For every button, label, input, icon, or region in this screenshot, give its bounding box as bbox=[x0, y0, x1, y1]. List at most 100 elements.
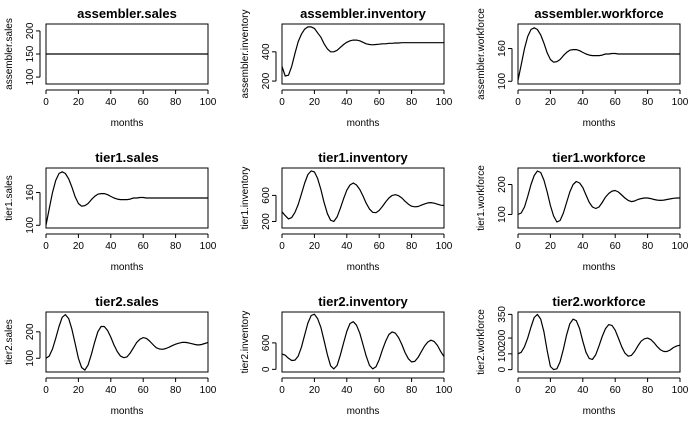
y-tick-label: 200 bbox=[25, 22, 36, 39]
y-tick-label: 350 bbox=[497, 306, 508, 323]
y-tick-label: 100 bbox=[25, 216, 36, 233]
x-axis-label: months bbox=[347, 406, 380, 417]
x-tick-label: 60 bbox=[374, 241, 386, 252]
x-tick-label: 80 bbox=[406, 385, 418, 396]
x-tick-label: 80 bbox=[406, 97, 418, 108]
x-tick-label: 60 bbox=[610, 241, 622, 252]
series-line-tier2-sales bbox=[45, 314, 209, 371]
chart-title: assembler.workforce bbox=[534, 6, 663, 21]
x-tick-label: 100 bbox=[672, 385, 689, 396]
x-tick-label: 20 bbox=[73, 241, 85, 252]
x-tick-label: 100 bbox=[200, 241, 217, 252]
y-tick-label: 0 bbox=[497, 366, 508, 372]
x-axis-label: months bbox=[583, 406, 616, 417]
x-tick-label: 0 bbox=[279, 97, 285, 108]
chart-title: tier1.sales bbox=[95, 150, 159, 165]
x-tick-label: 60 bbox=[138, 241, 150, 252]
x-tick-label: 0 bbox=[515, 241, 521, 252]
y-tick-label: 600 bbox=[261, 187, 272, 204]
plot-frame bbox=[517, 311, 681, 373]
series-line-assembler-inventory bbox=[281, 26, 444, 77]
x-tick-label: 20 bbox=[309, 97, 321, 108]
y-tick-label: 100 bbox=[497, 72, 508, 89]
series-line-tier2-inventory bbox=[281, 313, 445, 370]
x-tick-label: 40 bbox=[105, 97, 117, 108]
x-tick-label: 20 bbox=[545, 241, 557, 252]
x-axis-label: months bbox=[583, 262, 616, 273]
x-tick-label: 20 bbox=[73, 97, 85, 108]
y-axis-label: assembler.workforce bbox=[476, 8, 487, 100]
x-tick-label: 80 bbox=[642, 385, 654, 396]
y-tick-label: 100 bbox=[497, 206, 508, 223]
series-line-tier1-sales bbox=[45, 171, 208, 226]
y-tick-label: 160 bbox=[497, 40, 508, 57]
y-tick-label: 100 bbox=[497, 345, 508, 362]
x-tick-label: 0 bbox=[43, 241, 49, 252]
panel-assembler-workforce: assembler.workforce 0 20 40 60 80 100 months 100… bbox=[476, 6, 689, 129]
panel-assembler-sales: assembler.sales 0 20 40 60 80 100 months 100 150 2… bbox=[4, 6, 217, 129]
x-tick-label: 60 bbox=[374, 385, 386, 396]
y-tick-label: 200 bbox=[497, 329, 508, 346]
panel-tier2-sales: tier2.sales 0 20 40 60 80 100 months 100 200 tier2… bbox=[4, 294, 217, 417]
y-axis-label: tier2.inventory bbox=[240, 311, 251, 374]
x-tick-label: 40 bbox=[577, 241, 589, 252]
x-tick-label: 40 bbox=[105, 241, 117, 252]
x-tick-label: 40 bbox=[341, 97, 353, 108]
x-axis-label: months bbox=[347, 262, 380, 273]
x-tick-label: 20 bbox=[73, 385, 85, 396]
y-tick-label: 200 bbox=[25, 323, 36, 340]
x-axis-label: months bbox=[111, 262, 144, 273]
x-axis-label: months bbox=[347, 118, 380, 129]
x-tick-label: 100 bbox=[200, 97, 217, 108]
y-axis-label: tier1.workforce bbox=[476, 165, 487, 231]
y-tick-label: 200 bbox=[497, 176, 508, 193]
x-tick-label: 40 bbox=[341, 241, 353, 252]
x-axis-label: months bbox=[583, 118, 616, 129]
chart-title: tier1.inventory bbox=[318, 150, 408, 165]
x-tick-label: 0 bbox=[43, 97, 49, 108]
panel-tier2-inventory: tier2.inventory 0 20 40 60 80 100 months 0 600 tie… bbox=[240, 294, 453, 417]
x-tick-label: 60 bbox=[138, 97, 150, 108]
x-tick-label: 0 bbox=[279, 385, 285, 396]
x-tick-label: 40 bbox=[105, 385, 117, 396]
series-line-tier2-workforce bbox=[517, 313, 681, 371]
x-tick-label: 20 bbox=[545, 97, 557, 108]
x-tick-label: 60 bbox=[374, 97, 386, 108]
y-axis-label: tier1.sales bbox=[4, 175, 15, 221]
x-tick-label: 80 bbox=[406, 241, 418, 252]
series-line-assembler-workforce bbox=[517, 27, 680, 81]
x-tick-label: 0 bbox=[43, 385, 49, 396]
y-tick-label: 200 bbox=[261, 213, 272, 230]
plot-frame bbox=[281, 23, 445, 85]
plot-frame bbox=[281, 311, 445, 373]
chart-title: assembler.inventory bbox=[300, 6, 426, 21]
panel-tier1-workforce: tier1.workforce 0 20 40 60 80 100 months 100 200 t… bbox=[476, 150, 689, 273]
y-tick-label: 600 bbox=[261, 334, 272, 351]
x-tick-label: 0 bbox=[279, 241, 285, 252]
x-tick-label: 40 bbox=[577, 97, 589, 108]
panel-assembler-inventory: assembler.inventory 0 20 40 60 80 100 months 200… bbox=[240, 6, 453, 129]
panel-tier1-sales: tier1.sales 0 20 40 60 80 100 months 100 160 tier1… bbox=[4, 150, 217, 273]
x-tick-label: 100 bbox=[672, 97, 689, 108]
chart-title: tier2.sales bbox=[95, 294, 159, 309]
x-tick-label: 100 bbox=[436, 241, 453, 252]
y-tick-label: 150 bbox=[25, 45, 36, 62]
y-tick-label: 160 bbox=[25, 184, 36, 201]
x-tick-label: 80 bbox=[170, 241, 182, 252]
chart-title: tier2.inventory bbox=[318, 294, 408, 309]
y-axis-label: tier2.workforce bbox=[476, 309, 487, 375]
chart-title: assembler.sales bbox=[77, 6, 177, 21]
x-tick-label: 0 bbox=[515, 385, 521, 396]
x-tick-label: 20 bbox=[309, 385, 321, 396]
chart-title: tier1.workforce bbox=[552, 150, 645, 165]
x-tick-label: 40 bbox=[341, 385, 353, 396]
y-axis-label: tier1.inventory bbox=[240, 167, 251, 230]
panel-tier1-inventory: tier1.inventory 0 20 40 60 80 100 months 200 600 t… bbox=[240, 150, 453, 273]
x-axis-label: months bbox=[111, 118, 144, 129]
y-axis-label: assembler.inventory bbox=[240, 10, 251, 99]
x-tick-label: 80 bbox=[170, 385, 182, 396]
x-tick-label: 60 bbox=[610, 385, 622, 396]
